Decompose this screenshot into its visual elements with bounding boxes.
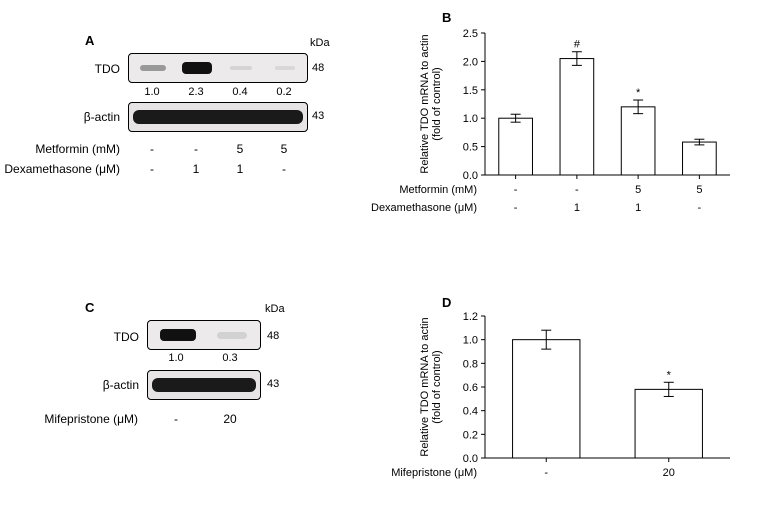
panel-c-mw48: 48 (267, 330, 279, 342)
panel-b-chart: 0.0 0.5 1.0 1.5 2.0 2.5 Relative TDO mRNA to a… (420, 25, 740, 235)
svg-text:1: 1 (574, 202, 580, 214)
panel-a-tdo-label: TDO (70, 62, 120, 76)
svg-text:#: # (574, 39, 581, 51)
svg-text:Relative TDO mRNA to actin(fol: Relative TDO mRNA to actin(fold of contr… (419, 34, 443, 173)
svg-text:-: - (575, 184, 579, 196)
svg-text:0.0: 0.0 (463, 453, 478, 465)
panel-a-dex-0: - (142, 162, 162, 176)
panel-a-quant-3: 0.2 (270, 86, 298, 98)
svg-text:-: - (514, 202, 518, 214)
svg-text:-: - (544, 467, 548, 479)
panel-a-mw48: 48 (312, 62, 324, 74)
svg-text:Metformin (mM): Metformin (mM) (399, 184, 477, 196)
panel-a-quant-0: 1.0 (138, 86, 166, 98)
panel-a-met-label: Metformin (mM) (0, 142, 120, 156)
panel-a-quant-2: 0.4 (226, 86, 254, 98)
svg-text:2.5: 2.5 (463, 28, 478, 40)
svg-text:1.0: 1.0 (463, 113, 478, 125)
svg-text:1.0: 1.0 (463, 335, 478, 347)
panel-a-actin-label: β-actin (70, 110, 120, 124)
svg-text:0.6: 0.6 (463, 382, 478, 394)
svg-text:0.5: 0.5 (463, 142, 478, 154)
svg-text:1.2: 1.2 (463, 311, 478, 323)
svg-text:Mifepristone (μM): Mifepristone (μM) (391, 467, 477, 479)
panel-a-dex-1: 1 (186, 162, 206, 176)
svg-text:1.5: 1.5 (463, 85, 478, 97)
svg-text:-: - (514, 184, 518, 196)
svg-text:0.8: 0.8 (463, 358, 478, 370)
panel-c-tdo-blot (147, 320, 261, 350)
panel-a-label: A (85, 33, 94, 48)
panel-c-kda-label: kDa (265, 303, 285, 315)
panel-c-quant-1: 0.3 (216, 352, 244, 364)
panel-a-actin-blot (128, 102, 308, 132)
svg-text:1: 1 (635, 202, 641, 214)
panel-c-label: C (85, 300, 94, 315)
panel-a-tdo-blot (128, 53, 308, 83)
svg-text:5: 5 (635, 184, 641, 196)
svg-text:20: 20 (663, 467, 675, 479)
panel-c-actin-blot (147, 370, 261, 400)
panel-c-mw43: 43 (267, 378, 279, 390)
svg-text:Relative TDO mRNA to actin(fol: Relative TDO mRNA to actin(fold of contr… (419, 317, 443, 456)
panel-c-mife-1: 20 (220, 412, 240, 426)
svg-text:0.4: 0.4 (463, 406, 478, 418)
panel-a-met-1: - (186, 142, 206, 156)
svg-text:Dexamethasone (μM): Dexamethasone (μM) (371, 202, 477, 214)
panel-c-tdo-label: TDO (89, 330, 139, 344)
panel-a-met-2: 5 (230, 142, 250, 156)
panel-a-dex-3: - (274, 162, 294, 176)
svg-text:*: * (636, 87, 641, 99)
svg-text:0.2: 0.2 (463, 429, 478, 441)
panel-c-mife-label: Mifepristone (μM) (30, 412, 138, 426)
panel-c-quant-0: 1.0 (162, 352, 190, 364)
panel-a-quant-1: 2.3 (182, 86, 210, 98)
panel-c-mife-0: - (166, 412, 186, 426)
panel-a-dex-label: Dexamethasone (μM) (0, 162, 120, 176)
panel-a-kda-label: kDa (310, 37, 330, 49)
panel-d-chart: 0.0 0.2 0.4 0.6 0.8 1.0 1.2 Relative TDO mRNA t… (420, 308, 740, 518)
svg-text:5: 5 (696, 184, 702, 196)
svg-text:2.0: 2.0 (463, 56, 478, 68)
panel-c-actin-label: β-actin (89, 378, 139, 392)
panel-b-label: B (442, 10, 451, 25)
svg-text:0.0: 0.0 (463, 170, 478, 182)
panel-a-met-0: - (142, 142, 162, 156)
svg-text:*: * (667, 369, 672, 381)
panel-a-dex-2: 1 (230, 162, 250, 176)
svg-text:-: - (698, 202, 702, 214)
panel-a-mw43: 43 (312, 110, 324, 122)
panel-a-met-3: 5 (274, 142, 294, 156)
